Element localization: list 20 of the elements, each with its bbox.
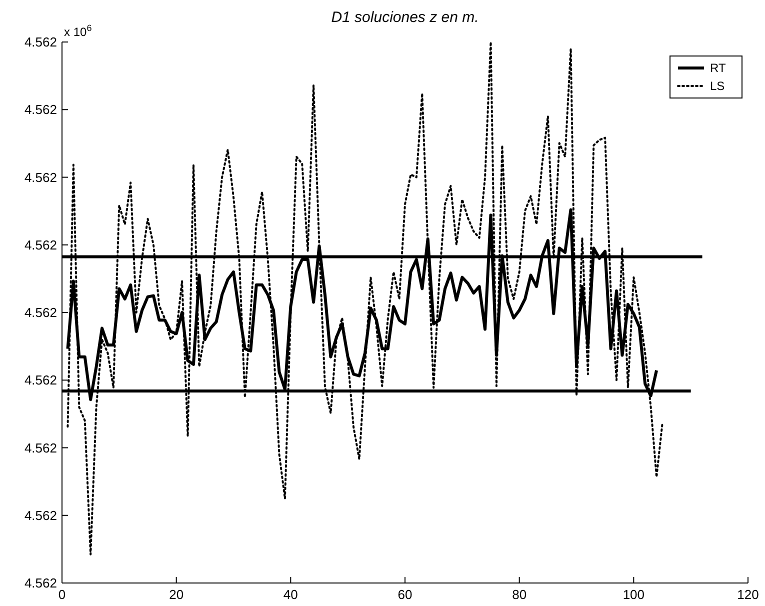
text: 4.562 bbox=[24, 237, 57, 252]
x-tick-label: 100 bbox=[622, 587, 645, 602]
legend-label: LS bbox=[710, 79, 725, 94]
text: 4.562 bbox=[24, 440, 57, 456]
x-tick-label: 20 bbox=[169, 587, 184, 602]
x-tick-label: 120 bbox=[737, 587, 759, 602]
x-tick-label: 80 bbox=[512, 587, 527, 602]
legend-label: RT bbox=[710, 61, 726, 76]
text: 4.562 bbox=[24, 508, 57, 523]
x-tick-label: 40 bbox=[283, 587, 298, 602]
x-tick-label: 60 bbox=[398, 587, 412, 602]
text: 4.562 bbox=[24, 576, 57, 591]
text: 4.562 bbox=[24, 34, 57, 50]
x-tick-label: 0 bbox=[58, 587, 66, 602]
text: 4.562 bbox=[24, 305, 57, 320]
text: x 10$^{6}$ bbox=[64, 23, 92, 39]
text: 4.562 bbox=[24, 372, 57, 388]
text: 4.562 bbox=[24, 170, 57, 185]
chart-title: D1 soluciones z en m. bbox=[331, 9, 479, 26]
text: 4.562 bbox=[24, 102, 57, 118]
